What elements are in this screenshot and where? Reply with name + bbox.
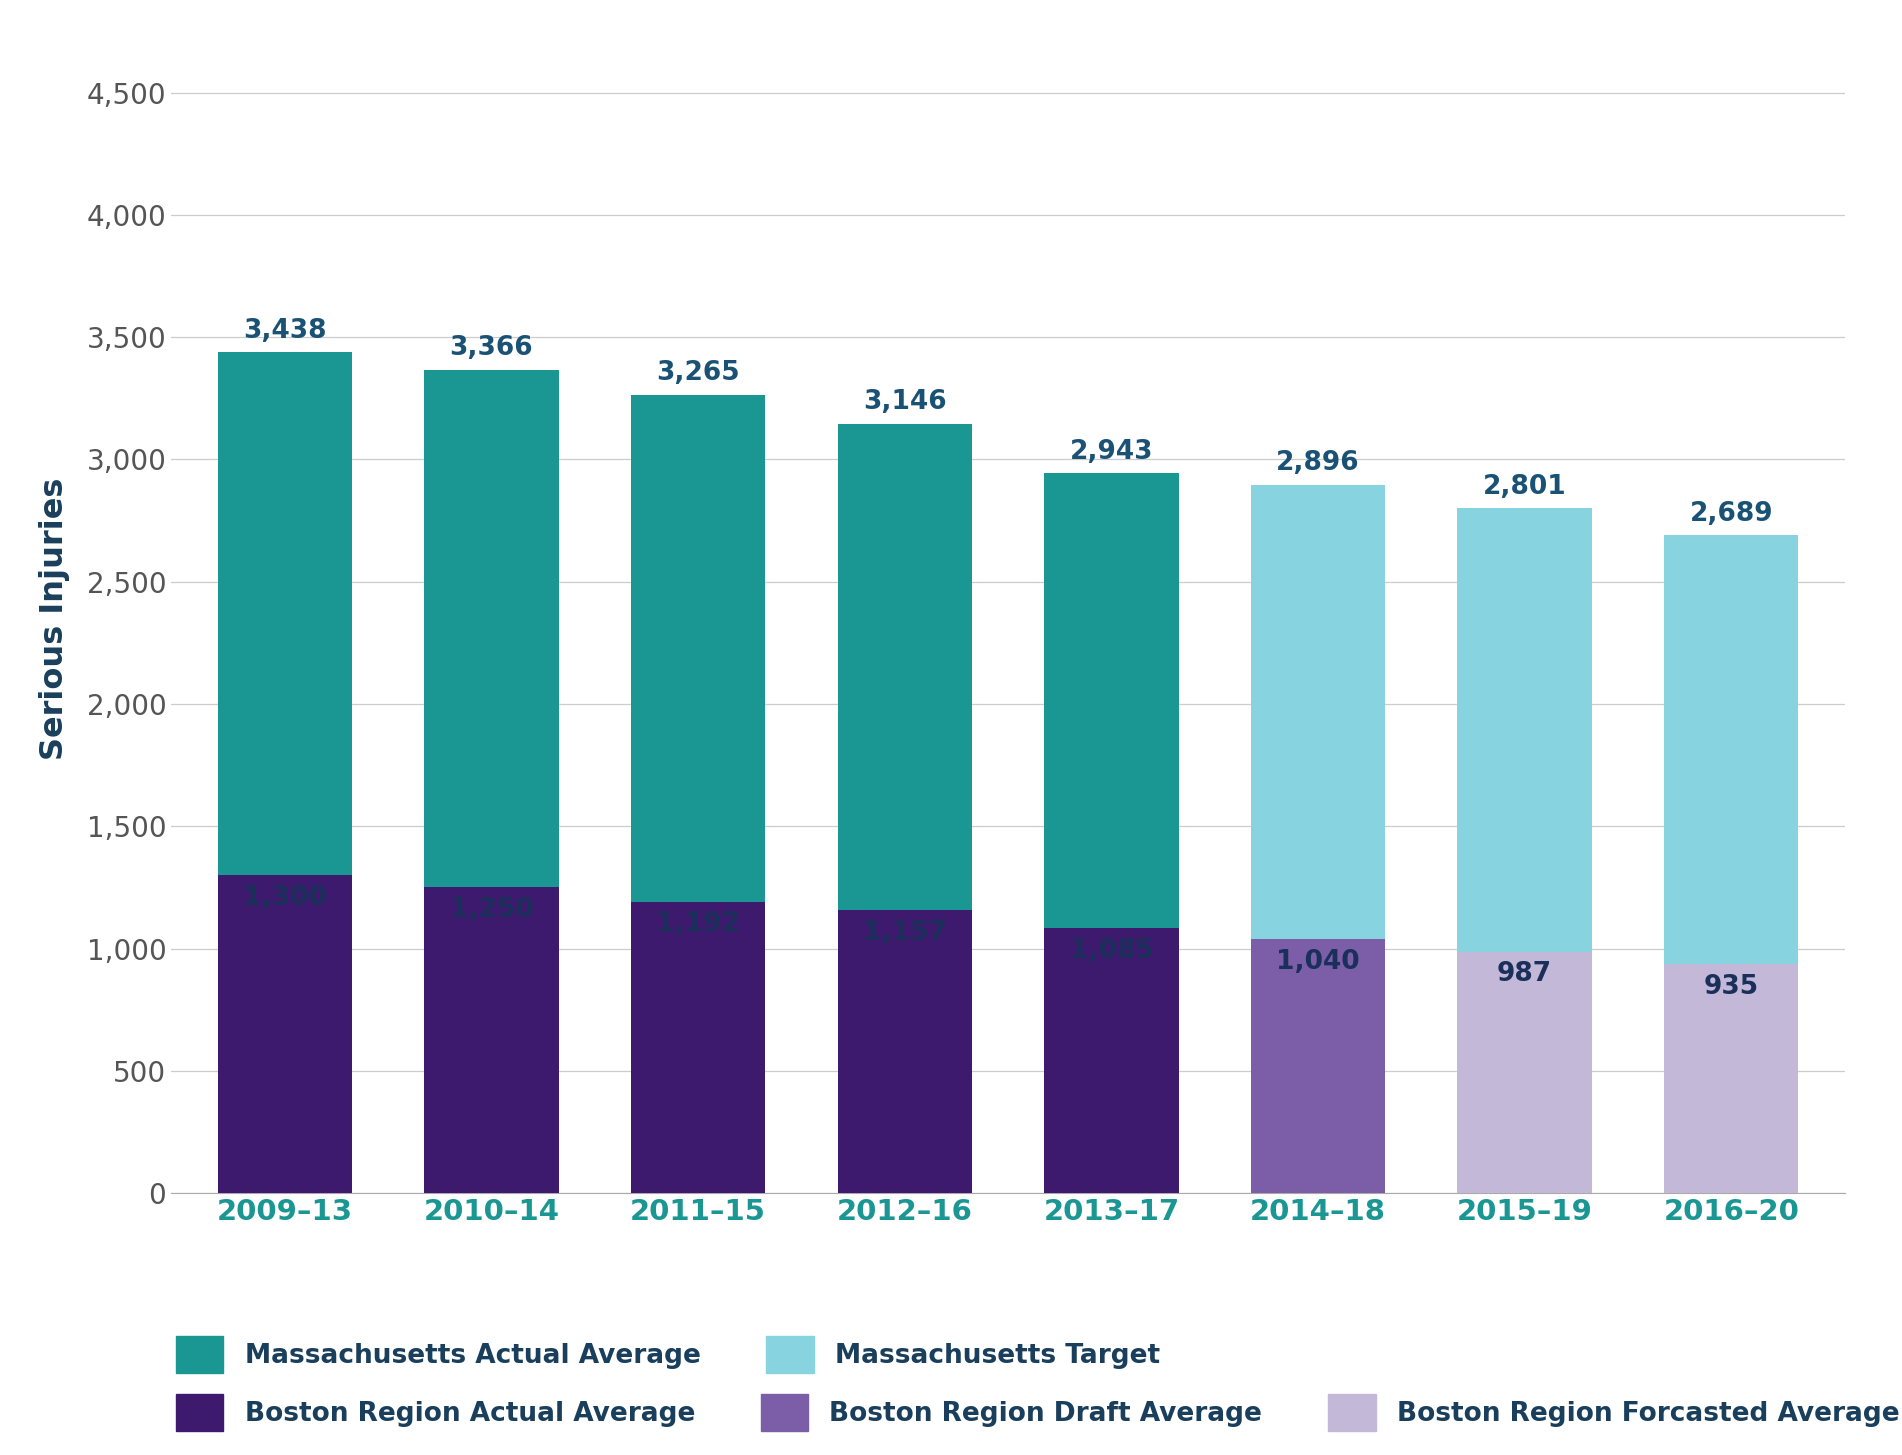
Text: 1,250: 1,250 (449, 898, 533, 922)
Bar (1044, 928, 1179, 1193)
Legend: Boston Region Actual Average, Boston Region Draft Average, Boston Region Forcast: Boston Region Actual Average, Boston Reg… (165, 1384, 1902, 1442)
Bar (424, 370, 559, 888)
Bar (1664, 965, 1799, 1193)
Text: 3,438: 3,438 (243, 317, 327, 343)
Text: 3,366: 3,366 (449, 335, 533, 361)
Text: 2,801: 2,801 (1484, 473, 1567, 499)
Bar (1664, 535, 1799, 965)
Bar (217, 874, 352, 1193)
Bar (1252, 485, 1385, 938)
Bar (837, 911, 972, 1193)
Text: 1,157: 1,157 (864, 920, 947, 946)
Text: 2,896: 2,896 (1276, 450, 1360, 476)
Bar (1044, 473, 1179, 928)
Bar (1457, 508, 1592, 952)
Bar (1252, 938, 1385, 1193)
Text: 2,943: 2,943 (1069, 439, 1153, 464)
Text: 1,040: 1,040 (1276, 949, 1360, 975)
Text: 987: 987 (1497, 962, 1552, 988)
Text: 1,300: 1,300 (243, 885, 327, 911)
Bar (631, 902, 765, 1193)
Y-axis label: Serious Injuries: Serious Injuries (38, 477, 70, 760)
Legend: Massachusetts Actual Average, Massachusetts Target: Massachusetts Actual Average, Massachuse… (165, 1326, 1170, 1384)
Bar (837, 423, 972, 911)
Text: 3,146: 3,146 (864, 388, 947, 415)
Text: 935: 935 (1704, 975, 1759, 1000)
Text: 1,085: 1,085 (1069, 937, 1153, 963)
Text: 3,265: 3,265 (656, 359, 740, 386)
Bar (424, 888, 559, 1193)
Bar (631, 394, 765, 902)
Text: 1,192: 1,192 (656, 911, 740, 937)
Text: 2,689: 2,689 (1689, 501, 1773, 527)
Bar (217, 352, 352, 874)
Bar (1457, 952, 1592, 1193)
